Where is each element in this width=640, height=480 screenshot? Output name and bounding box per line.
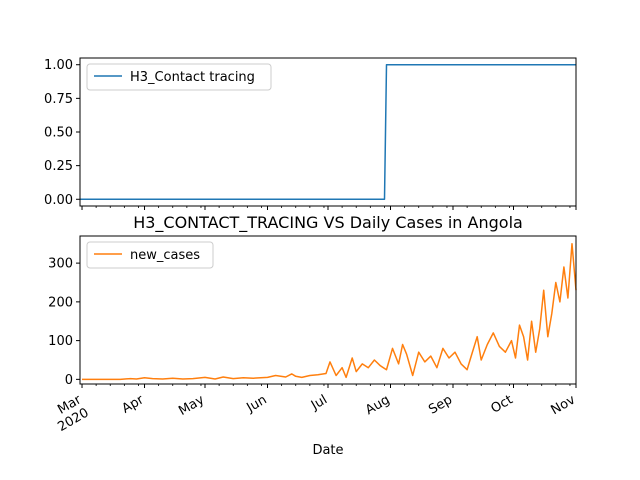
top-series-lines: [80, 63, 576, 201]
bottom-series-lines: [82, 242, 577, 381]
bottom-y-axis: 0 100 200 300: [48, 257, 80, 388]
top-y-axis: 0.00 0.25 0.50 0.75 1.00: [44, 58, 80, 208]
bottom-axes-frame: [79, 235, 577, 385]
y-tick-label: 0.25: [44, 159, 73, 174]
series-line-h3-contact-tracing: [80, 63, 576, 201]
x-axis-label: Date: [312, 443, 343, 458]
y-tick-label: 0.50: [44, 126, 73, 141]
chart-title: H3_CONTACT_TRACING VS Daily Cases in Ang…: [133, 213, 523, 233]
y-tick-label: 0: [65, 373, 73, 388]
y-tick-label: 0.00: [44, 193, 73, 208]
top-legend: H3_Contact tracing: [86, 63, 272, 91]
top-legend-label: H3_Contact tracing: [130, 70, 255, 85]
y-tick-label: 300: [48, 257, 73, 272]
bottom-legend-label: new_cases: [130, 248, 200, 263]
y-tick-label: 200: [48, 295, 73, 310]
y-tick-label: 100: [48, 334, 73, 349]
bottom-legend: new_cases: [86, 241, 214, 269]
bottom-legend-box: [86, 241, 214, 269]
top-legend-box: [86, 63, 272, 91]
top-axes-frame: [79, 57, 577, 207]
y-tick-label: 0.75: [44, 92, 73, 107]
top-subplot: 0.00 0.25 0.50 0.75 1.00 H3_Contact tracing: [44, 57, 577, 210]
y-tick-label: 1.00: [44, 58, 73, 73]
x-tick-label: Jul: [308, 392, 330, 413]
series-line-new-cases: [82, 242, 577, 381]
